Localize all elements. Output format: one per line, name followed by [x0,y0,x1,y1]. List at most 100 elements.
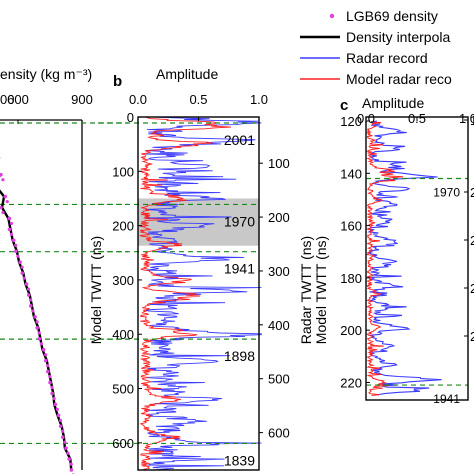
panel-a-density-point [11,238,16,243]
panel-a-density-point [39,342,43,346]
panel-b-amplitude: b Amplitude 2001 1970 1941 1898 1839 0.0 0.5 1.… [88,66,290,471]
panel-a-density-point [50,391,54,396]
panel-b-y-tick-label: 600 [112,436,134,451]
panel-a-density-point [16,254,20,258]
panel-a-density-point [58,418,63,422]
panel-a-density-point [20,265,24,269]
panel-b-ylabel: Model TWTT (ns) [88,236,104,344]
panel-a-density-point [58,424,63,429]
panel-a-density-point [1,210,5,215]
panel-a-density-point [61,435,65,439]
panel-a-x-tick-label: 900 [71,92,93,107]
panel-a-density-point [29,298,33,302]
panel-b-frame [137,116,260,471]
panel-b-y-tick-label: 400 [112,327,134,342]
panel-c-y2-tick-label: 1 [470,113,474,128]
panel-c-y2-tick-label: 2 [470,233,474,248]
panel-a-density-point [1,178,5,182]
panel-a-density-point [50,385,54,390]
panel-b-y2-tick-label: 500 [268,372,290,387]
panel-c-y-tick-label: 120 [340,114,362,129]
panel-a-density-point [37,336,42,341]
panel-a-density-point [22,276,26,280]
legend-label-interp: Density interpola [346,29,450,45]
panel-c-ylabel: Radar TWTT (ns) [298,236,314,344]
panel-a-density-point [55,407,59,411]
panel-b-event-label: 1970 [224,213,255,229]
panel-a-density-point [7,227,12,232]
panel-b-series-model [139,116,232,471]
panel-b-x-tick-label: 0.5 [189,92,207,107]
panel-a-x-tick-label: 600 [7,92,29,107]
panel-a-density-point [14,243,18,247]
legend: LGB69 density Density interpola Radar re… [300,8,452,87]
panel-a-density-point [69,462,73,466]
legend-label-radar: Radar record [346,50,428,66]
panel-a-density-point [67,457,71,461]
legend-label-model: Model radar reco [346,71,452,87]
panel-b-y2-tick-label: 600 [268,426,290,441]
panel-b-plot-area: 2001 1970 1941 1898 1839 0.0 0.5 1.0 0 100 200 300 4… [98,92,290,471]
panel-c-y-tick-label: 140 [340,166,362,181]
panel-a-density-point [35,326,39,330]
panel-a-density-point [56,413,61,418]
legend-marker-density [329,13,335,19]
panel-a-density-point [9,221,14,226]
panel-c-plot-area: 1970 1941 0.0 0.5 1.0 120 140 160 180 200 220 1 2 2 2 2 [340,111,474,406]
panel-c-y-tick-label: 200 [340,323,362,338]
panel-c-series-radar [366,120,442,396]
panel-c-ylabel2: Model TWTT (ns) [313,236,329,344]
panel-a-density-point [63,440,67,444]
panel-b-x-tick-label: 0.0 [129,92,147,107]
panel-c-event-label: 1941 [433,392,460,406]
panel-b-y-tick-label: 100 [112,164,134,179]
panel-a-density-point [3,194,7,199]
panel-a-density-point [43,358,48,363]
panel-a-density-point [46,369,50,374]
panel-a-density-point [41,347,46,352]
panel-a-density-point [48,374,52,379]
panel-c-x-tick-label: 1.0 [459,111,474,126]
panel-a-series-interp [0,172,73,471]
panel-b-event-label: 1898 [224,348,255,364]
panel-b-event-label: 1941 [224,261,255,277]
panel-b-xlabel: Amplitude [156,66,218,82]
panel-a-density-point [31,309,35,313]
panel-c-y2-tick-label: 2 [470,329,474,344]
panel-c-y2-tick-label: 2 [470,281,474,296]
panel-a-density-point [20,271,25,275]
panel-b-y2-tick-label: 200 [268,210,290,225]
panel-c-x-tick-label: 0.5 [408,111,426,126]
panel-c-label: c [340,97,348,114]
panel-c-y-tick-label: 160 [340,219,362,234]
panel-a-xlabel: ensity (kg m⁻³) [0,66,92,82]
panel-a-density-point [53,402,58,407]
panel-a-plot-area [0,119,128,474]
panel-b-y-tick-label: 300 [112,273,134,288]
panel-a-density-point [66,451,70,455]
panel-c-amplitude-zoom: c Amplitude 1970 1941 0.0 0.5 1.0 120 140 160 18… [298,95,474,406]
panel-c-event-label: 1970 [433,186,460,200]
panel-a-density-point [46,364,50,368]
panel-a-density-point [48,380,52,385]
panel-a-density-point [24,282,29,286]
panel-a-density-point [18,260,22,264]
panel-a-density-point [61,429,65,433]
panel-c-y-tick-label: 220 [340,375,362,390]
panel-b-series-radar [145,116,262,471]
panel-b-y2-tick-label: 100 [268,156,290,171]
panel-a-density-point [0,172,3,177]
panel-c-y-tick-label: 180 [340,271,362,286]
panel-a-density-point [44,353,48,357]
panel-a-density-point [52,396,56,401]
panel-a-density-point [69,468,74,472]
panel-b-y2-tick-label: 400 [268,318,290,333]
panel-b-y2-tick-label: 300 [268,264,290,279]
panel-a-density-point [26,293,31,297]
panel-b-y-tick-label: 500 [112,382,134,397]
panel-a-density-point [33,315,37,319]
panel-b-y-tick-label: 200 [112,219,134,234]
panel-b-label: b [113,73,122,90]
